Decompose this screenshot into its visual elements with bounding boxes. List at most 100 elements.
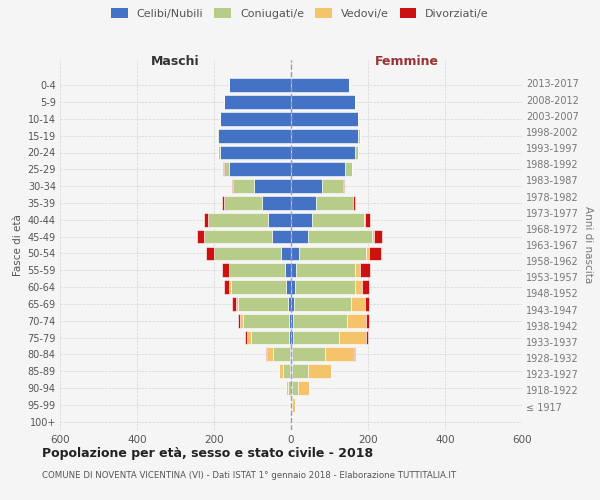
Bar <box>358 129 359 142</box>
Bar <box>289 330 291 344</box>
Text: COMUNE DI NOVENTA VICENTINA (VI) - Dati ISTAT 1° gennaio 2018 - Elaborazione TUT: COMUNE DI NOVENTA VICENTINA (VI) - Dati … <box>42 470 456 480</box>
Bar <box>220 112 291 126</box>
Y-axis label: Fasce di età: Fasce di età <box>13 214 23 276</box>
Bar <box>365 213 370 226</box>
Bar <box>291 129 358 142</box>
Bar <box>291 78 349 92</box>
Bar <box>291 398 292 411</box>
Bar <box>355 146 358 160</box>
Bar <box>291 364 292 378</box>
Bar <box>293 314 347 328</box>
Bar <box>290 348 291 361</box>
Bar <box>206 246 214 260</box>
Bar <box>322 179 343 193</box>
Bar <box>222 196 224 210</box>
Bar <box>233 179 254 193</box>
Bar <box>217 129 218 142</box>
Bar <box>360 264 370 277</box>
Bar <box>291 112 358 126</box>
Bar <box>292 381 298 395</box>
Text: Popolazione per età, sesso e stato civile - 2018: Popolazione per età, sesso e stato civil… <box>42 448 373 460</box>
Bar <box>343 179 344 193</box>
Bar <box>204 213 208 226</box>
Bar <box>289 314 291 328</box>
Bar <box>316 196 353 210</box>
Bar <box>299 246 366 260</box>
Bar <box>292 348 325 361</box>
Bar <box>347 314 366 328</box>
Bar <box>291 146 355 160</box>
Bar <box>218 146 220 160</box>
Bar <box>339 330 366 344</box>
Bar <box>291 330 293 344</box>
Bar <box>291 264 296 277</box>
Bar <box>354 348 355 361</box>
Bar <box>291 297 293 311</box>
Bar <box>224 280 229 294</box>
Bar <box>243 314 289 328</box>
Bar <box>229 162 291 176</box>
Bar <box>224 196 262 210</box>
Bar <box>247 330 251 344</box>
Bar <box>267 348 273 361</box>
Bar <box>273 348 290 361</box>
Bar <box>295 280 355 294</box>
Bar <box>254 179 291 193</box>
Bar <box>229 78 291 92</box>
Bar <box>238 297 288 311</box>
Bar <box>232 179 233 193</box>
Bar <box>238 314 240 328</box>
Bar <box>293 330 339 344</box>
Bar <box>229 264 285 277</box>
Bar <box>278 364 283 378</box>
Bar <box>266 348 267 361</box>
Bar <box>372 230 374 243</box>
Bar <box>283 364 290 378</box>
Bar <box>308 364 331 378</box>
Bar <box>291 246 299 260</box>
Bar <box>286 280 291 294</box>
Bar <box>345 162 352 176</box>
Bar <box>291 314 293 328</box>
Bar <box>288 381 291 395</box>
Bar <box>236 297 238 311</box>
Bar <box>232 297 236 311</box>
Bar <box>374 230 382 243</box>
Bar <box>291 196 316 210</box>
Text: Maschi: Maschi <box>151 54 200 68</box>
Bar <box>355 264 360 277</box>
Bar <box>369 246 381 260</box>
Bar <box>352 297 365 311</box>
Bar <box>251 330 289 344</box>
Bar <box>281 246 291 260</box>
Bar <box>291 348 292 361</box>
Bar <box>205 230 272 243</box>
Bar <box>229 280 230 294</box>
Bar <box>365 297 369 311</box>
Bar <box>222 264 229 277</box>
Bar <box>240 314 243 328</box>
Bar <box>220 146 291 160</box>
Bar <box>296 264 355 277</box>
Bar <box>262 196 291 210</box>
Legend: Celibi/Nubili, Coniugati/e, Vedovi/e, Divorziati/e: Celibi/Nubili, Coniugati/e, Vedovi/e, Di… <box>111 8 489 19</box>
Bar <box>218 129 291 142</box>
Bar <box>290 364 291 378</box>
Y-axis label: Anni di nascita: Anni di nascita <box>583 206 593 284</box>
Text: Femmine: Femmine <box>374 54 439 68</box>
Bar <box>290 398 291 411</box>
Bar <box>325 348 354 361</box>
Bar <box>366 246 369 260</box>
Bar <box>298 381 309 395</box>
Bar <box>230 280 286 294</box>
Bar <box>214 246 281 260</box>
Bar <box>291 162 345 176</box>
Bar <box>288 297 291 311</box>
Bar <box>353 196 355 210</box>
Bar <box>291 230 308 243</box>
Bar <box>292 398 295 411</box>
Bar <box>245 330 247 344</box>
Bar <box>286 381 288 395</box>
Bar <box>224 95 291 109</box>
Bar <box>364 213 365 226</box>
